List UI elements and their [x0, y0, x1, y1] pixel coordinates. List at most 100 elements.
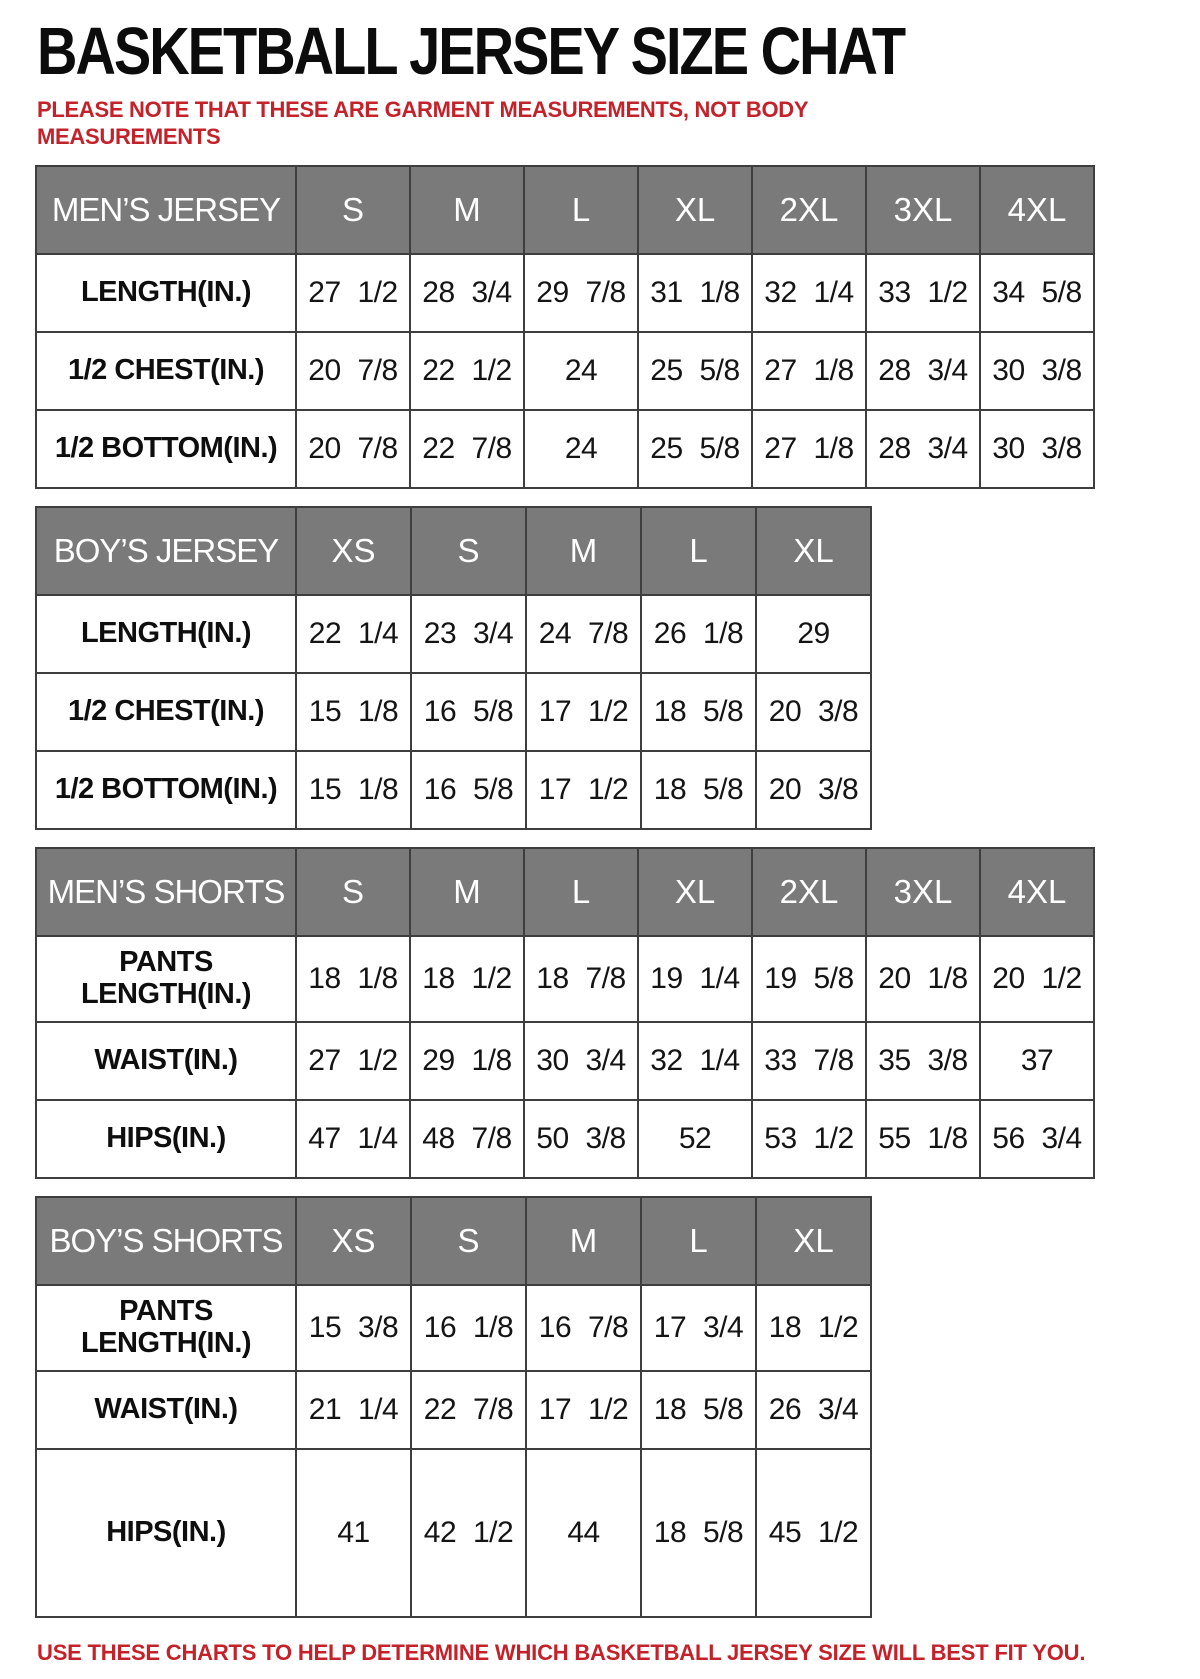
value-cell: 53 1/2 — [751, 1098, 867, 1179]
garment-measurement-note: PLEASE NOTE THAT THESE ARE GARMENT MEASU… — [37, 96, 808, 150]
value-cell: 27 1/2 — [295, 1020, 411, 1101]
table-row: HIPS(IN.) 47 1/4 48 7/8 50 3/8 52 53 1/2… — [35, 1098, 1095, 1179]
value-cell: 30 3/8 — [979, 330, 1095, 411]
value-cell: 22 7/8 — [409, 408, 525, 489]
value-cell: 29 — [755, 593, 872, 674]
table-row: WAIST(IN.) 27 1/2 29 1/8 30 3/4 32 1/4 3… — [35, 1020, 1095, 1101]
value-cell: 18 1/2 — [409, 934, 525, 1023]
value-cell: 20 1/8 — [865, 934, 981, 1023]
value-cell: 20 7/8 — [295, 330, 411, 411]
value-cell: 17 3/4 — [640, 1283, 757, 1372]
row-label-cell: HIPS(IN.) — [35, 1447, 297, 1618]
size-column-header: XL — [755, 505, 872, 596]
value-cell: 20 3/8 — [755, 749, 872, 830]
value-cell: 33 1/2 — [865, 252, 981, 333]
value-cell: 18 5/8 — [640, 1369, 757, 1450]
row-label-cell: PANTS LENGTH(IN.) — [35, 934, 297, 1023]
value-cell: 21 1/4 — [295, 1369, 412, 1450]
size-column-header: XL — [637, 164, 753, 255]
value-cell: 16 7/8 — [525, 1283, 642, 1372]
mens-jersey-table: MEN’S JERSEY S M L XL 2XL 3XL 4XL LENGTH… — [35, 164, 1095, 489]
table-row: 1/2 CHEST(IN.) 15 1/8 16 5/8 17 1/2 18 5… — [35, 671, 872, 752]
value-cell: 25 5/8 — [637, 330, 753, 411]
value-cell: 18 5/8 — [640, 1447, 757, 1618]
size-column-header: 4XL — [979, 846, 1095, 937]
value-cell: 52 — [637, 1098, 753, 1179]
value-cell: 19 5/8 — [751, 934, 867, 1023]
value-cell: 24 — [523, 330, 639, 411]
size-column-header: M — [525, 505, 642, 596]
table-row: 1/2 BOTTOM(IN.) 15 1/8 16 5/8 17 1/2 18 … — [35, 749, 872, 830]
value-cell: 24 — [523, 408, 639, 489]
table-header-row: BOY’S JERSEY XS S M L XL — [35, 505, 872, 596]
value-cell: 15 1/8 — [295, 749, 412, 830]
size-column-header: 4XL — [979, 164, 1095, 255]
size-column-header: XL — [755, 1195, 872, 1286]
value-cell: 22 1/2 — [409, 330, 525, 411]
value-cell: 50 3/8 — [523, 1098, 639, 1179]
row-label-cell: LENGTH(IN.) — [35, 593, 297, 674]
footer-note: USE THESE CHARTS TO HELP DETERMINE WHICH… — [37, 1639, 1086, 1665]
size-column-header: M — [409, 846, 525, 937]
value-cell: 47 1/4 — [295, 1098, 411, 1179]
value-cell: 34 5/8 — [979, 252, 1095, 333]
value-cell: 24 7/8 — [525, 593, 642, 674]
table-header-row: MEN’S JERSEY S M L XL 2XL 3XL 4XL — [35, 164, 1095, 255]
value-cell: 27 1/8 — [751, 330, 867, 411]
size-column-header: S — [410, 505, 527, 596]
value-cell: 33 7/8 — [751, 1020, 867, 1101]
value-cell: 41 — [295, 1447, 412, 1618]
value-cell: 31 1/8 — [637, 252, 753, 333]
size-column-header: L — [640, 505, 757, 596]
value-cell: 29 7/8 — [523, 252, 639, 333]
size-column-header: S — [295, 164, 411, 255]
value-cell: 17 1/2 — [525, 671, 642, 752]
size-column-header: L — [640, 1195, 757, 1286]
value-cell: 48 7/8 — [409, 1098, 525, 1179]
table-row: 1/2 BOTTOM(IN.) 20 7/8 22 7/8 24 25 5/8 … — [35, 408, 1095, 489]
value-cell: 18 1/8 — [295, 934, 411, 1023]
table-header-row: BOY’S SHORTS XS S M L XL — [35, 1195, 872, 1286]
value-cell: 20 3/8 — [755, 671, 872, 752]
boys-shorts-table: BOY’S SHORTS XS S M L XL PANTS LENGTH(IN… — [35, 1195, 872, 1618]
table-row: 1/2 CHEST(IN.) 20 7/8 22 1/2 24 25 5/8 2… — [35, 330, 1095, 411]
row-label-cell: PANTS LENGTH(IN.) — [35, 1283, 297, 1372]
size-column-header: XL — [637, 846, 753, 937]
value-cell: 18 5/8 — [640, 671, 757, 752]
value-cell: 16 5/8 — [410, 671, 527, 752]
boys-jersey-table: BOY’S JERSEY XS S M L XL LENGTH(IN.) 22 … — [35, 505, 872, 830]
row-label-cell: WAIST(IN.) — [35, 1020, 297, 1101]
row-label-cell: LENGTH(IN.) — [35, 252, 297, 333]
size-column-header: S — [295, 846, 411, 937]
table-row: PANTS LENGTH(IN.) 18 1/8 18 1/2 18 7/8 1… — [35, 934, 1095, 1023]
value-cell: 44 — [525, 1447, 642, 1618]
value-cell: 23 3/4 — [410, 593, 527, 674]
value-cell: 26 1/8 — [640, 593, 757, 674]
value-cell: 20 1/2 — [979, 934, 1095, 1023]
table-row: PANTS LENGTH(IN.) 15 3/8 16 1/8 16 7/8 1… — [35, 1283, 872, 1372]
value-cell: 28 3/4 — [865, 330, 981, 411]
row-label-cell: WAIST(IN.) — [35, 1369, 297, 1450]
value-cell: 29 1/8 — [409, 1020, 525, 1101]
size-column-header: L — [523, 846, 639, 937]
value-cell: 56 3/4 — [979, 1098, 1095, 1179]
value-cell: 20 7/8 — [295, 408, 411, 489]
value-cell: 25 5/8 — [637, 408, 753, 489]
value-cell: 30 3/8 — [979, 408, 1095, 489]
value-cell: 30 3/4 — [523, 1020, 639, 1101]
value-cell: 15 1/8 — [295, 671, 412, 752]
value-cell: 18 7/8 — [523, 934, 639, 1023]
value-cell: 18 5/8 — [640, 749, 757, 830]
row-label-cell: 1/2 BOTTOM(IN.) — [35, 408, 297, 489]
size-column-header: M — [525, 1195, 642, 1286]
table-row: LENGTH(IN.) 22 1/4 23 3/4 24 7/8 26 1/8 … — [35, 593, 872, 674]
size-column-header: 3XL — [865, 846, 981, 937]
size-column-header: L — [523, 164, 639, 255]
row-label-cell: HIPS(IN.) — [35, 1098, 297, 1179]
value-cell: 28 3/4 — [409, 252, 525, 333]
size-column-header: M — [409, 164, 525, 255]
size-column-header: S — [410, 1195, 527, 1286]
size-column-header: 3XL — [865, 164, 981, 255]
row-label-cell: 1/2 BOTTOM(IN.) — [35, 749, 297, 830]
